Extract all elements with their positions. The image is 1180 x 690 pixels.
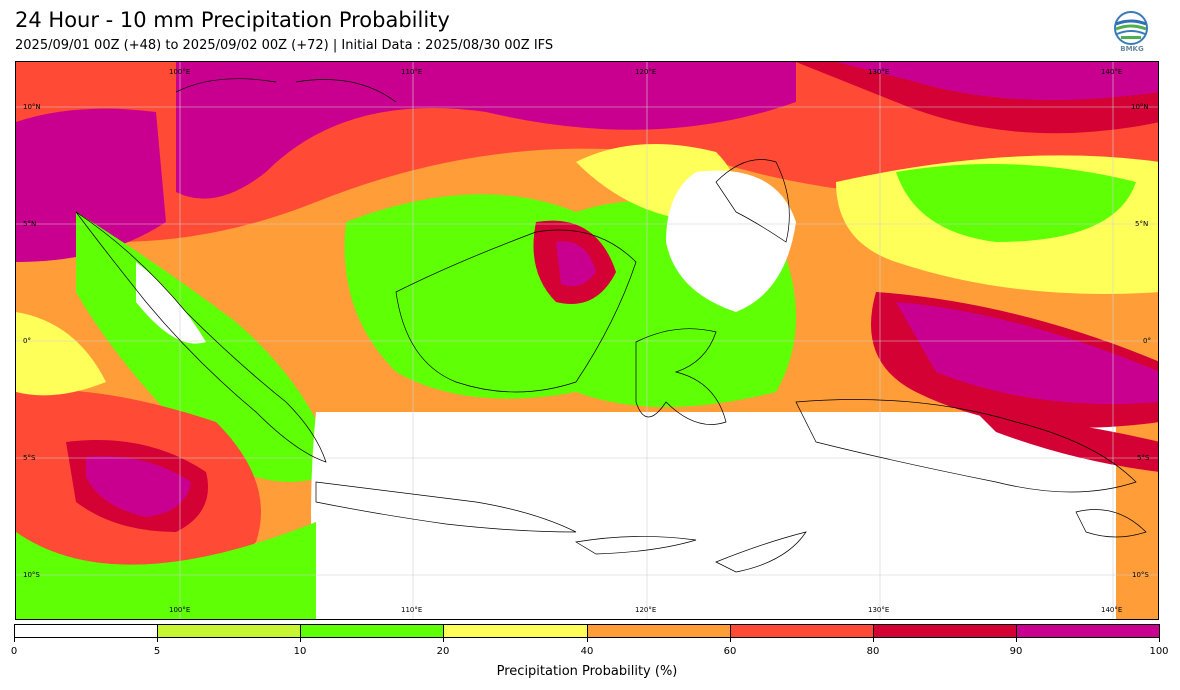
colorbar-tick-100: 100 bbox=[1149, 646, 1169, 657]
lon-label-bottom-130: 130°E bbox=[868, 606, 890, 614]
colorbar-segment bbox=[730, 625, 874, 637]
colorbar-tick-10: 10 bbox=[293, 646, 307, 657]
colorbar-label: Precipitation Probability (%) bbox=[496, 664, 678, 679]
colorbar-segment bbox=[1016, 625, 1159, 637]
lon-label-top-110: 110°E bbox=[401, 68, 423, 76]
colorbar-tickmark bbox=[873, 638, 874, 642]
colorbar-tick-90: 90 bbox=[1009, 646, 1023, 657]
lat-label-left-10n: 10°N bbox=[23, 103, 41, 111]
lon-label-top-130: 130°E bbox=[868, 68, 890, 76]
colorbar-tickmark bbox=[587, 638, 588, 642]
lat-label-right-5n: 5°N bbox=[1135, 220, 1149, 228]
precipitation-map: 100°E 110°E 120°E 130°E 140°E 100°E 110°… bbox=[15, 61, 1159, 620]
colorbar-segment bbox=[873, 625, 1017, 637]
lon-label-bottom-140: 140°E bbox=[1101, 606, 1123, 614]
colorbar-tickmark bbox=[1159, 638, 1160, 642]
colorbar-tick-0: 0 bbox=[10, 646, 18, 657]
lat-label-left-10s: 10°S bbox=[23, 571, 40, 579]
colorbar-tick-60: 60 bbox=[723, 646, 737, 657]
colorbar-tickmark bbox=[1016, 638, 1017, 642]
colorbar-tick-5: 5 bbox=[153, 646, 161, 657]
colorbar-tickmark bbox=[300, 638, 301, 642]
lat-label-right-0: 0° bbox=[1143, 337, 1151, 345]
lat-label-right-10n: 10°N bbox=[1131, 103, 1149, 111]
colorbar bbox=[14, 624, 1160, 638]
lon-label-bottom-120: 120°E bbox=[635, 606, 657, 614]
bmkg-logo-icon bbox=[1113, 10, 1153, 56]
colorbar-tick-20: 20 bbox=[436, 646, 450, 657]
lon-label-bottom-110: 110°E bbox=[401, 606, 423, 614]
lat-label-left-5s: 5°S bbox=[23, 454, 36, 462]
colorbar-segment bbox=[444, 625, 588, 637]
map-canvas bbox=[16, 62, 1158, 619]
lat-label-right-10s: 10°S bbox=[1132, 571, 1149, 579]
lon-label-bottom-100: 100°E bbox=[169, 606, 191, 614]
colorbar-tickmark bbox=[443, 638, 444, 642]
map-subtitle: 2025/09/01 00Z (+48) to 2025/09/02 00Z (… bbox=[15, 38, 554, 53]
colorbar-tick-40: 40 bbox=[580, 646, 594, 657]
colorbar-tickmark bbox=[730, 638, 731, 642]
lon-label-top-120: 120°E bbox=[635, 68, 657, 76]
lat-label-right-5s: 5°S bbox=[1137, 454, 1150, 462]
colorbar-segment bbox=[15, 625, 159, 637]
colorbar-tick-80: 80 bbox=[866, 646, 880, 657]
lon-label-top-100: 100°E bbox=[169, 68, 191, 76]
lat-label-left-0: 0° bbox=[23, 337, 31, 345]
colorbar-tickmark bbox=[157, 638, 158, 642]
colorbar-segment bbox=[301, 625, 445, 637]
colorbar-segment bbox=[587, 625, 731, 637]
lon-label-top-140: 140°E bbox=[1101, 68, 1123, 76]
colorbar-tickmark bbox=[14, 638, 15, 642]
logo-text: BMKG bbox=[1120, 45, 1144, 53]
map-title: 24 Hour - 10 mm Precipitation Probabilit… bbox=[15, 8, 450, 32]
colorbar-segment bbox=[158, 625, 302, 637]
lat-label-left-5n: 5°N bbox=[23, 220, 37, 228]
